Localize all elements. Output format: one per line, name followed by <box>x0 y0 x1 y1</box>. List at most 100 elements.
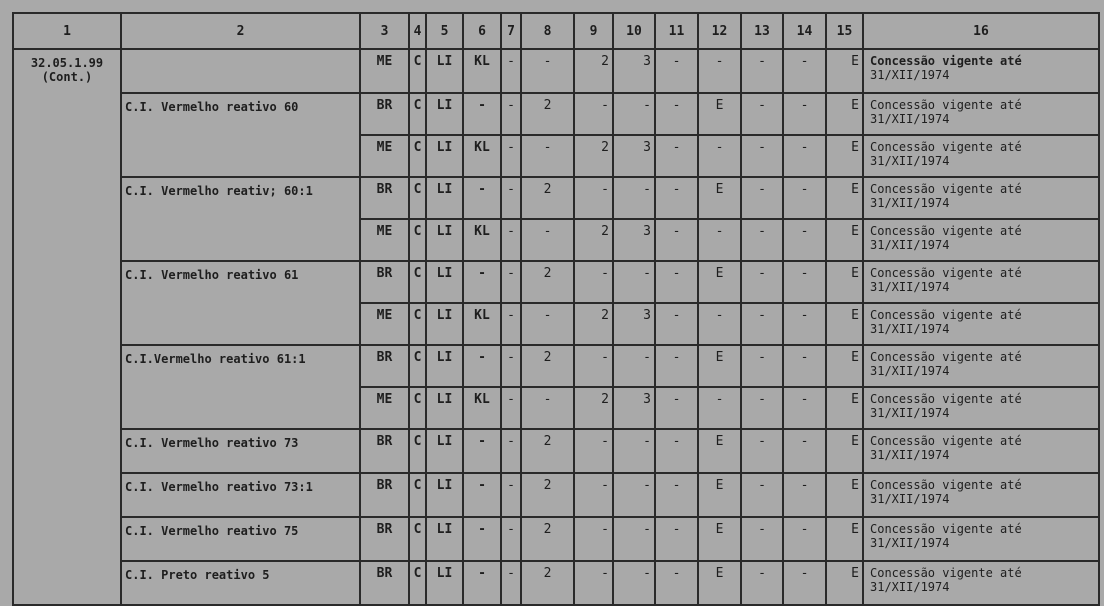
cell-col-6: KL <box>462 48 502 94</box>
cell-col-14: - <box>782 176 827 220</box>
cell-col-15: E <box>825 560 864 606</box>
product-name: C.I. Vermelho reativ; 60:1 <box>120 176 361 262</box>
cell-col-10: - <box>612 260 656 304</box>
cell-col-7: - <box>500 560 522 606</box>
cell-col-15: E <box>825 260 864 304</box>
cell-col-13: - <box>740 560 784 606</box>
cell-col-15: E <box>825 386 864 430</box>
cell-col-3: ME <box>359 48 410 94</box>
cell-col-11: - <box>654 344 699 388</box>
cell-col-5: LI <box>425 218 464 262</box>
cell-col-5: LI <box>425 92 464 136</box>
cell-col-10: 3 <box>612 386 656 430</box>
note-text: Concessão vigente até <box>870 308 1022 322</box>
cell-col-10: 3 <box>612 48 656 94</box>
cell-col-3: BR <box>359 176 410 220</box>
cell-col-11: - <box>654 302 699 346</box>
concession-table: 1 2 3 4 5 6 7 8 9 10 11 12 13 14 15 16 32.05.1.99 (Cont.… <box>12 12 1100 606</box>
cell-col-14: - <box>782 428 827 474</box>
column-header-5: 5 <box>425 12 464 50</box>
table-row: ME C LI KL - -2 3- - - - E Concessão vigente até 31/… <box>13 218 1100 262</box>
cell-col-11: - <box>654 48 699 94</box>
note-date: 31/XII/1974 <box>870 68 950 82</box>
cell-col-12: - <box>697 302 742 346</box>
cell-col-13: - <box>740 516 784 562</box>
concession-note: Concessão vigente até 31/XII/1974 <box>862 472 1100 518</box>
cell-col-8: 2 <box>520 260 575 304</box>
note-text: Concessão vigente até <box>870 140 1022 154</box>
cell-col-12: E <box>697 344 742 388</box>
cell-col-8: - <box>520 218 575 262</box>
cell-col-13: - <box>740 428 784 474</box>
note-date: 31/XII/1974 <box>870 536 950 550</box>
cell-col-4: C <box>408 260 427 304</box>
cell-col-4: C <box>408 134 427 178</box>
product-name: C.I. Vermelho reativo 61 <box>120 260 361 346</box>
cell-col-5: LI <box>425 302 464 346</box>
cell-col-7: - <box>500 48 522 94</box>
cell-col-8: 2 <box>520 176 575 220</box>
concession-note: Concessão vigente até 31/XII/1974 <box>862 428 1100 474</box>
product-name: C.I.Vermelho reativo 61:1 <box>120 344 361 430</box>
cell-col-10: - <box>612 92 656 136</box>
cell-col-11: - <box>654 134 699 178</box>
cell-col-5: LI <box>425 516 464 562</box>
cell-col-8: 2 <box>520 472 575 518</box>
cell-col-14: - <box>782 344 827 388</box>
note-text: Concessão vigente até <box>870 478 1022 492</box>
cell-col-13: - <box>740 218 784 262</box>
note-date: 31/XII/1974 <box>870 364 950 378</box>
note-date: 31/XII/1974 <box>870 580 950 594</box>
cell-col-8: - <box>520 48 575 94</box>
cell-col-14: - <box>782 560 827 606</box>
cell-col-4: C <box>408 344 427 388</box>
cell-col-14: - <box>782 302 827 346</box>
table-row: 32.05.1.99 (Cont.) ME C LI KL - -2 3- - - - E Concess… <box>12 48 1100 606</box>
cell-col-4: C <box>408 516 427 562</box>
cell-col-3: ME <box>359 218 410 262</box>
cell-col-6: KL <box>462 386 502 430</box>
cell-col-3: BR <box>359 344 410 388</box>
cell-col-9: 2 <box>573 218 614 262</box>
cell-col-8: 2 <box>520 344 575 388</box>
concession-note: Concessão vigente até 31/XII/1974 <box>862 134 1100 178</box>
cell-col-11: - <box>654 560 699 606</box>
cell-col-6: KL <box>462 302 502 346</box>
cell-col-3: BR <box>359 92 410 136</box>
cell-col-9: - <box>573 516 614 562</box>
concession-note: Concessão vigente até 31/XII/1974 <box>862 560 1100 606</box>
column-header-4: 4 <box>408 12 427 50</box>
note-text: Concessão vigente até <box>870 566 1022 580</box>
note-date: 31/XII/1974 <box>870 112 950 126</box>
concession-note: Concessão vigente até 31/XII/1974 <box>862 516 1100 562</box>
product-code-cell: 32.05.1.99 (Cont.) <box>12 48 122 606</box>
cell-col-12: - <box>697 218 742 262</box>
cell-col-13: - <box>740 386 784 430</box>
cell-col-3: ME <box>359 134 410 178</box>
cell-col-9: 2 <box>573 386 614 430</box>
cell-col-9: - <box>573 560 614 606</box>
cell-col-11: - <box>654 516 699 562</box>
cell-col-8: - <box>520 134 575 178</box>
cell-col-13: - <box>740 92 784 136</box>
note-text: Concessão vigente até <box>870 98 1022 112</box>
column-header-16: 16 <box>862 12 1100 50</box>
table-row: ME C LI KL - -2 3- - - - E Concessão vigente até 31/… <box>13 302 1100 346</box>
cell-col-6: - <box>462 92 502 136</box>
cell-col-7: - <box>500 428 522 474</box>
column-header-10: 10 <box>612 12 656 50</box>
cell-col-15: E <box>825 218 864 262</box>
cell-col-9: - <box>573 472 614 518</box>
cell-col-10: - <box>612 428 656 474</box>
cell-col-4: C <box>408 218 427 262</box>
cell-col-4: C <box>408 176 427 220</box>
cell-col-7: - <box>500 92 522 136</box>
cell-col-11: - <box>654 260 699 304</box>
cell-col-10: - <box>612 472 656 518</box>
note-date: 31/XII/1974 <box>870 238 950 252</box>
column-header-9: 9 <box>573 12 614 50</box>
column-header-7: 7 <box>500 12 522 50</box>
cell-col-3: BR <box>359 560 410 606</box>
concession-note: Concessão vigente até 31/XII/1974 <box>862 176 1100 220</box>
cell-col-15: E <box>825 176 864 220</box>
